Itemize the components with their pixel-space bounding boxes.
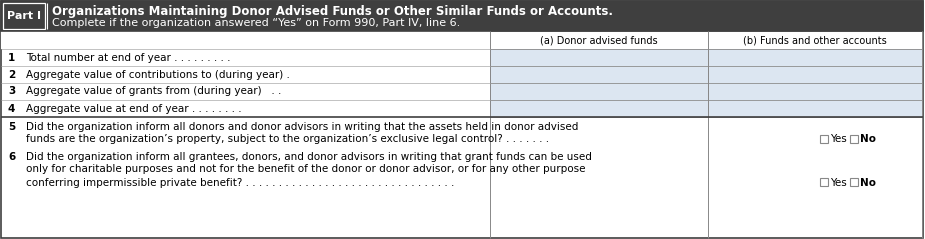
Bar bbox=[1, 1, 923, 31]
Text: 6: 6 bbox=[8, 152, 15, 162]
Text: conferring impermissible private benefit? . . . . . . . . . . . . . . . . . . . : conferring impermissible private benefit… bbox=[26, 178, 454, 188]
Bar bbox=[708, 66, 922, 83]
Bar bbox=[708, 100, 922, 117]
Text: No: No bbox=[860, 135, 876, 145]
Text: 3: 3 bbox=[8, 87, 15, 97]
Text: No: No bbox=[860, 178, 876, 188]
Bar bbox=[490, 31, 708, 49]
Text: Total number at end of year . . . . . . . . .: Total number at end of year . . . . . . … bbox=[26, 53, 230, 63]
Bar bbox=[708, 31, 922, 49]
Text: 2: 2 bbox=[8, 70, 15, 80]
Bar bbox=[1, 31, 923, 49]
Text: funds are the organization’s property, subject to the organization’s exclusive l: funds are the organization’s property, s… bbox=[26, 135, 549, 145]
Text: Aggregate value at end of year . . . . . . . .: Aggregate value at end of year . . . . .… bbox=[26, 103, 241, 114]
Bar bbox=[708, 83, 922, 100]
Bar bbox=[490, 49, 708, 66]
Text: Complete if the organization answered “Yes” on Form 990, Part IV, line 6.: Complete if the organization answered “Y… bbox=[52, 18, 461, 27]
Text: Aggregate value of contributions to (during year) .: Aggregate value of contributions to (dur… bbox=[26, 70, 290, 80]
Bar bbox=[3, 3, 45, 29]
Text: Did the organization inform all donors and donor advisors in writing that the as: Did the organization inform all donors a… bbox=[26, 121, 578, 131]
Bar bbox=[820, 135, 828, 143]
Bar bbox=[850, 135, 858, 143]
Text: Organizations Maintaining Donor Advised Funds or Other Similar Funds or Accounts: Organizations Maintaining Donor Advised … bbox=[52, 5, 613, 18]
Bar bbox=[490, 100, 708, 117]
Text: (b) Funds and other accounts: (b) Funds and other accounts bbox=[743, 35, 887, 45]
Text: 4: 4 bbox=[8, 103, 16, 114]
Text: Aggregate value of grants from (during year)   . .: Aggregate value of grants from (during y… bbox=[26, 87, 281, 97]
Text: Did the organization inform all grantees, donors, and donor advisors in writing : Did the organization inform all grantees… bbox=[26, 152, 592, 162]
Text: Yes: Yes bbox=[830, 135, 846, 145]
Bar bbox=[708, 49, 922, 66]
Text: Yes: Yes bbox=[830, 178, 846, 188]
Text: Part I: Part I bbox=[7, 11, 41, 21]
Bar bbox=[490, 83, 708, 100]
Text: only for charitable purposes and not for the benefit of the donor or donor advis: only for charitable purposes and not for… bbox=[26, 164, 586, 174]
Bar bbox=[850, 178, 858, 186]
Bar bbox=[490, 66, 708, 83]
Bar bbox=[820, 178, 828, 186]
Text: 5: 5 bbox=[8, 121, 15, 131]
Text: (a) Donor advised funds: (a) Donor advised funds bbox=[540, 35, 658, 45]
Text: 1: 1 bbox=[8, 53, 15, 63]
